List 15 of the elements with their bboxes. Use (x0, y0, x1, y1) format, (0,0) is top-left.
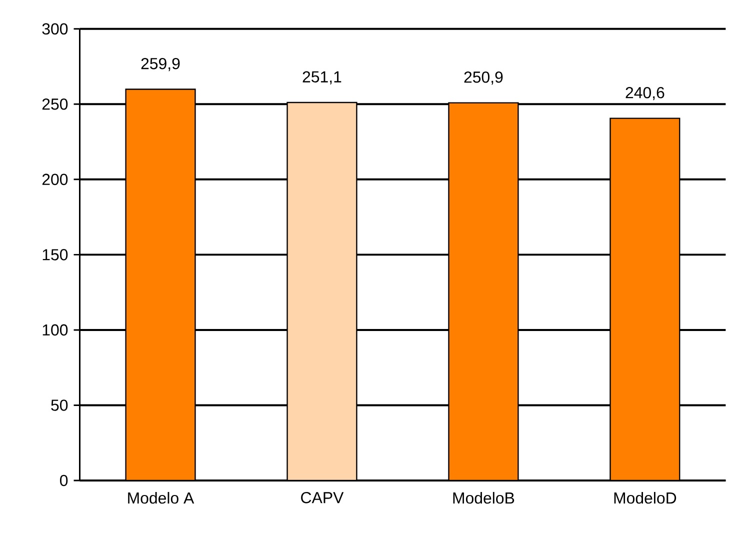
x-tick-label: CAPV (301, 492, 344, 504)
y-tick-label: 300 (42, 23, 68, 34)
data-label: 251,1 (302, 71, 342, 84)
data-label: 259,9 (141, 58, 180, 71)
x-tick-label: ModeloD (614, 492, 676, 504)
y-tick-label: 200 (42, 174, 68, 185)
y-tick-label: 0 (60, 474, 68, 486)
y-tick-label: 50 (51, 399, 68, 411)
y-tick-label: 250 (42, 98, 68, 110)
data-label: 250,9 (464, 71, 503, 85)
data-label: 240,6 (626, 86, 664, 100)
y-tick-label: 150 (42, 248, 68, 260)
x-tick-label: ModeloB (453, 492, 514, 504)
x-tick-label: Modelo A (128, 492, 194, 504)
y-tick-label: 100 (42, 324, 68, 336)
